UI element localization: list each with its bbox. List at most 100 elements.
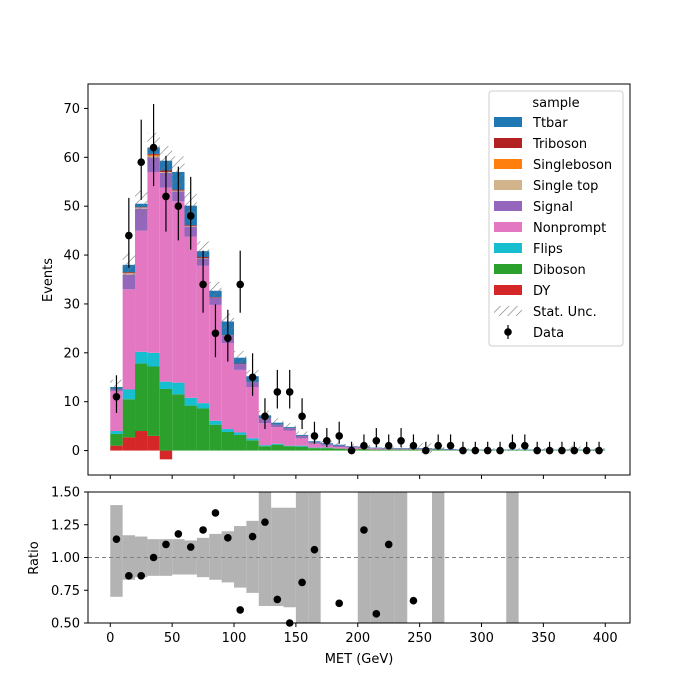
x-tick-label: 400 xyxy=(593,631,618,646)
ratio-panel: 0 50 100 150 200 250 300 350 400 0.50 0.75 1.00 1.2… xyxy=(27,486,631,667)
bar-diboson xyxy=(172,394,185,451)
stat-unc-box xyxy=(209,281,222,300)
legend-box xyxy=(488,90,624,347)
legend-swatch xyxy=(494,243,522,253)
x-tick-label: 150 xyxy=(283,631,308,646)
ratio-band-bin xyxy=(234,526,247,588)
legend-label: Stat. Unc. xyxy=(533,305,597,320)
ratio-point xyxy=(211,509,220,517)
data-point xyxy=(125,231,133,240)
bar-nonprompt xyxy=(295,438,309,446)
ratio-point xyxy=(174,530,183,538)
x-axis-label: MET (GeV) xyxy=(325,652,394,667)
data-point xyxy=(372,436,381,445)
data-point xyxy=(360,441,368,450)
bar-nonprompt xyxy=(159,187,173,382)
ratio-point xyxy=(112,535,121,543)
legend-label: Singleboson xyxy=(533,158,612,173)
ratio-point xyxy=(248,532,257,541)
ratio-y-tick-label: 0.75 xyxy=(51,584,80,599)
x-tick-label: 250 xyxy=(407,631,432,646)
stat-unc-box xyxy=(234,350,247,365)
bar-flips xyxy=(246,438,259,441)
bar-nonprompt xyxy=(184,236,197,398)
data-point xyxy=(434,441,442,450)
bar-signal xyxy=(234,364,247,370)
bar-flips xyxy=(122,389,136,400)
stat-unc-box xyxy=(135,190,148,218)
data-point xyxy=(558,446,566,455)
ratio-band-bin xyxy=(295,492,309,623)
legend-swatch xyxy=(494,159,522,169)
bar-diboson xyxy=(159,388,173,451)
bar-diboson xyxy=(246,440,259,451)
ratio-point xyxy=(162,540,170,549)
bar-flips xyxy=(234,432,247,435)
data-point xyxy=(595,446,603,455)
ratio-band-bin xyxy=(221,531,235,583)
bar-nonprompt xyxy=(196,265,210,404)
legend-label: Single top xyxy=(533,179,598,194)
y-axis-label: Events xyxy=(41,258,56,302)
legend-label: Nonprompt xyxy=(533,221,606,236)
bar-diboson xyxy=(209,424,222,451)
ratio-band-bin xyxy=(382,492,395,623)
legend-label: DY xyxy=(533,284,550,299)
bar-diboson xyxy=(357,449,371,451)
bar-diboson xyxy=(320,448,334,451)
ratio-point xyxy=(224,534,232,542)
bar-nonprompt xyxy=(308,443,321,448)
ratio-y-tick-label: 1.00 xyxy=(51,551,80,566)
ratio-band-bin xyxy=(394,492,408,623)
bar-diboson xyxy=(308,448,321,451)
legend-label: Ttbar xyxy=(532,116,568,131)
ratio-point xyxy=(186,543,195,551)
legend-swatch xyxy=(494,138,522,148)
data-point xyxy=(570,446,579,455)
x-tick-label: 200 xyxy=(345,631,370,646)
stat-unc-box xyxy=(333,442,346,447)
bar-diboson xyxy=(394,449,408,451)
bar-nonprompt xyxy=(258,423,272,446)
bar-flips xyxy=(221,429,235,432)
legend-swatch xyxy=(494,222,522,232)
bar-diboson xyxy=(122,399,136,438)
bar-dy xyxy=(135,431,148,451)
data-point xyxy=(508,441,517,450)
x-tick-label: 100 xyxy=(222,631,247,646)
data-point xyxy=(582,446,591,455)
x-tick-label: 50 xyxy=(164,631,181,646)
bar-diboson xyxy=(382,449,395,451)
ratio-band-bin xyxy=(258,492,272,606)
data-point xyxy=(273,388,282,396)
bar-diboson xyxy=(147,366,160,436)
bar-flips xyxy=(295,445,309,447)
bar-flips xyxy=(110,431,123,434)
bar-nonprompt xyxy=(147,171,160,353)
data-point xyxy=(112,393,121,401)
bar-nonprompt xyxy=(246,387,259,439)
bar-flips xyxy=(147,352,160,367)
ratio-point xyxy=(372,610,381,618)
legend-label: Data xyxy=(533,326,564,341)
bar-diboson xyxy=(407,449,420,451)
main-axes-frame xyxy=(87,83,631,476)
ratio-point xyxy=(310,545,319,554)
ratio-band-bin xyxy=(506,492,519,623)
data-point xyxy=(384,441,393,450)
stat-unc-box xyxy=(370,446,383,450)
bar-diboson xyxy=(110,433,123,446)
bar-dy xyxy=(110,445,123,451)
ratio-band-bin xyxy=(135,536,148,578)
data-point xyxy=(298,412,306,421)
ratio-point xyxy=(125,572,133,580)
bar-flips xyxy=(209,420,222,425)
ratio-point xyxy=(360,526,368,534)
bar-signal xyxy=(122,274,136,290)
ratio-band-bin xyxy=(122,535,136,580)
data-point xyxy=(422,446,430,455)
data-point xyxy=(261,412,269,421)
bar-nonprompt xyxy=(333,447,346,449)
data-point xyxy=(211,329,220,338)
ratio-point xyxy=(384,540,393,549)
